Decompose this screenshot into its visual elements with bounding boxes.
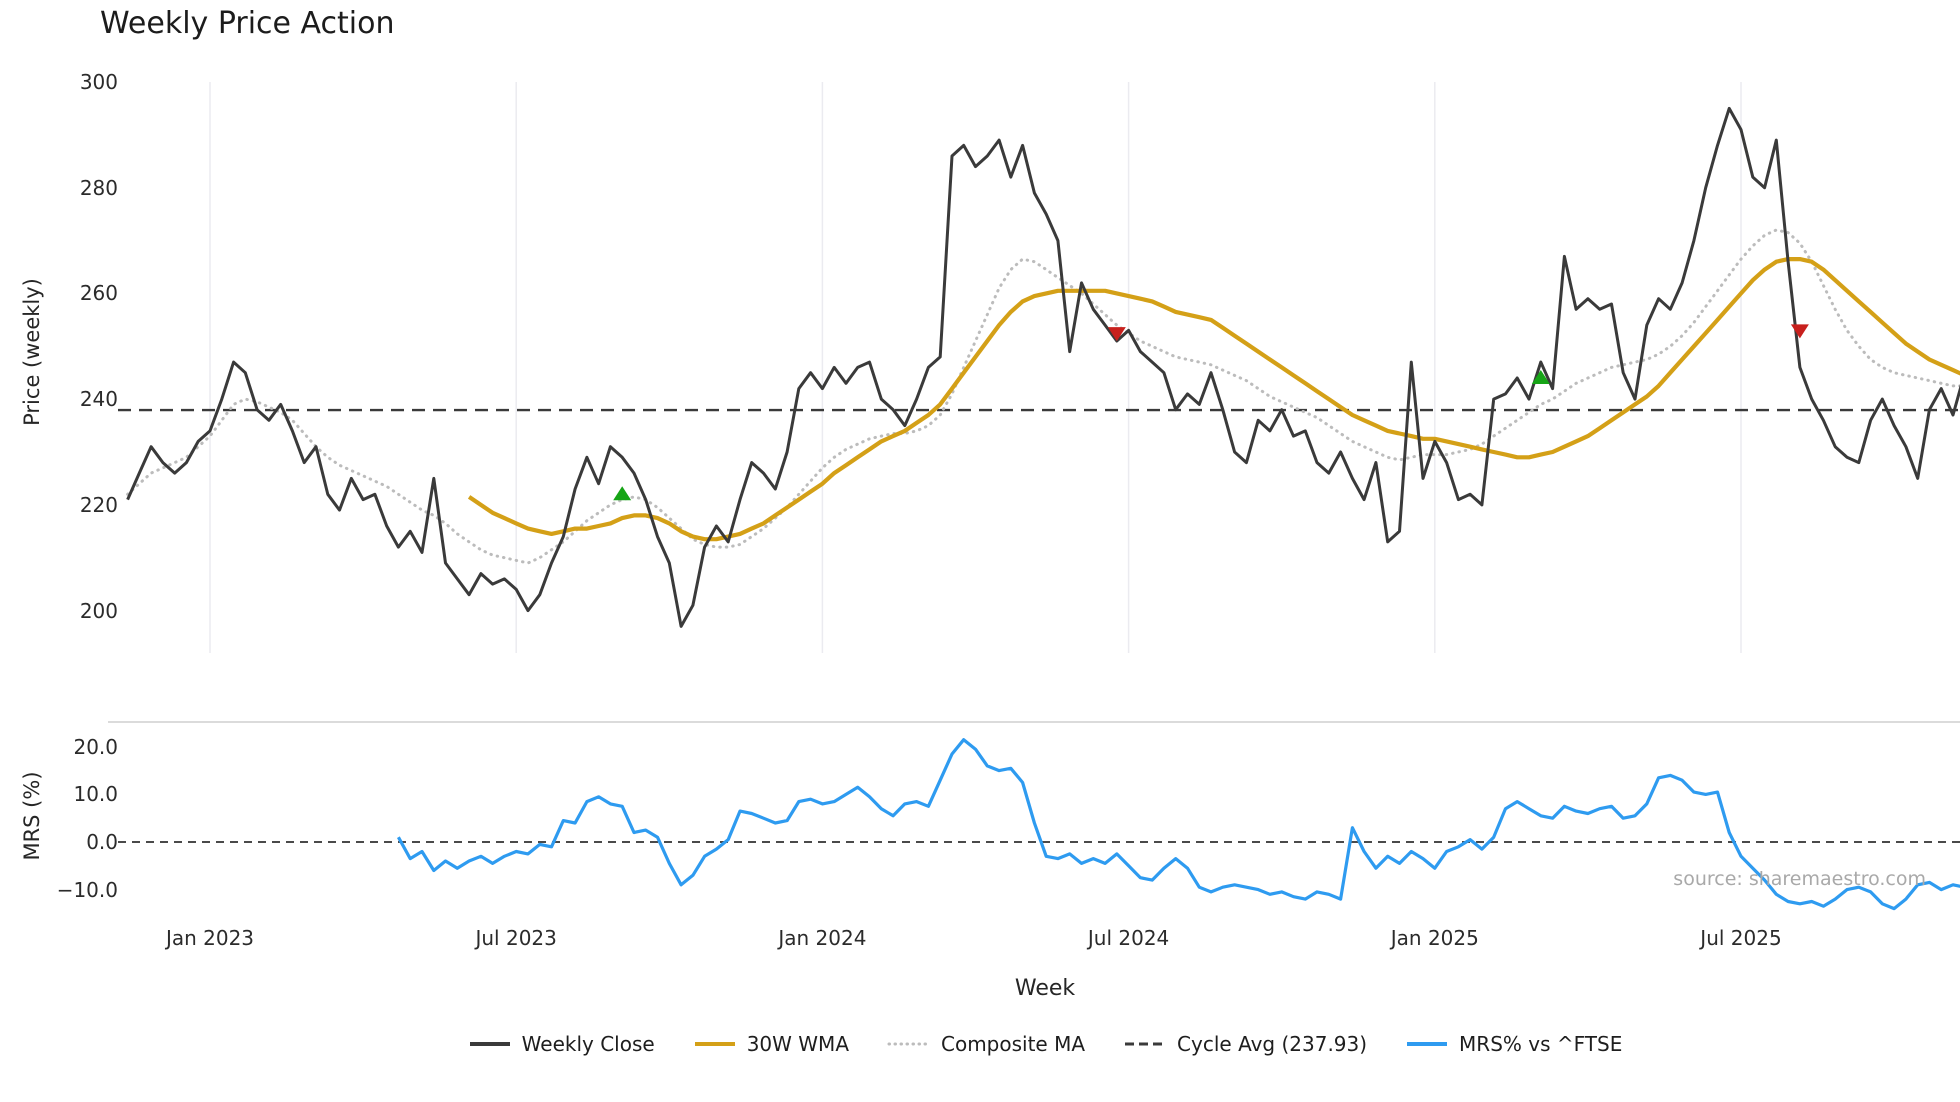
composite-ma-line [126,228,1960,565]
price-ytick-220: 220 [79,492,118,517]
legend-item-weekly-close: Weekly Close [468,1032,655,1056]
legend-label: Weekly Close [521,1032,655,1056]
mrs-ytick-2: 0.0 [86,830,118,854]
weekly-close-line-swatch-icon [469,1042,510,1046]
legend-item-30w-wma: 30W WMA [693,1032,849,1056]
mrs-ytick-1: 10.0 [73,782,118,807]
mrs-ytick-3: −10.0 [56,877,118,902]
legend-label: Cycle Avg (237.93) [1177,1032,1368,1056]
source-watermark: source: sharemaestro.com [1673,868,1926,890]
buy-signal-marker [1531,369,1550,384]
x-axis-label: Week [1014,976,1076,1001]
wma-line [467,257,1960,542]
price-ytick-200: 200 [79,598,118,623]
weekly-close-line [126,106,1960,628]
legend: Weekly Close 30W WMA Composite MA Cycle Avg… [130,1032,1960,1056]
composite-ma-line-swatch-icon [887,1042,931,1046]
price-ytick-260: 260 [79,281,118,306]
legend-item-cycle-avg-237-93: Cycle Avg (237.93) [1123,1032,1367,1056]
mrs-vs-ftse-line-swatch-icon [1407,1042,1448,1046]
legend-item-composite-ma: Composite MA [887,1032,1085,1056]
price-ytick-300: 300 [79,70,118,94]
mrs-line [396,738,1960,911]
sell-signal-marker [1790,324,1809,339]
price-ytick-240: 240 [79,387,118,412]
legend-label: MRS% vs ^FTSE [1459,1032,1623,1056]
mrs-ytick-0: 20.0 [73,734,118,759]
30w-wma-line-swatch-icon [694,1042,735,1046]
sell-signal-marker [1107,327,1126,342]
xtick-jul-2023: Jul 2023 [475,926,557,950]
legend-item-mrs-vs-ftse: MRS% vs ^FTSE [1405,1032,1622,1056]
xtick-jan-2025: Jan 2025 [1390,926,1479,950]
xtick-jan-2024: Jan 2024 [778,926,867,950]
legend-label: 30W WMA [746,1032,849,1056]
xtick-jul-2024: Jul 2024 [1087,926,1170,950]
buy-signal-marker [613,486,632,501]
chart-title: Weekly Price Action [100,6,395,41]
xtick-jul-2025: Jul 2025 [1700,926,1782,950]
price-ytick-280: 280 [79,175,118,200]
legend-label: Composite MA [941,1032,1086,1056]
xtick-jan-2023: Jan 2023 [165,926,255,950]
cycle-avg-237-93-line-swatch-icon [1125,1042,1166,1046]
